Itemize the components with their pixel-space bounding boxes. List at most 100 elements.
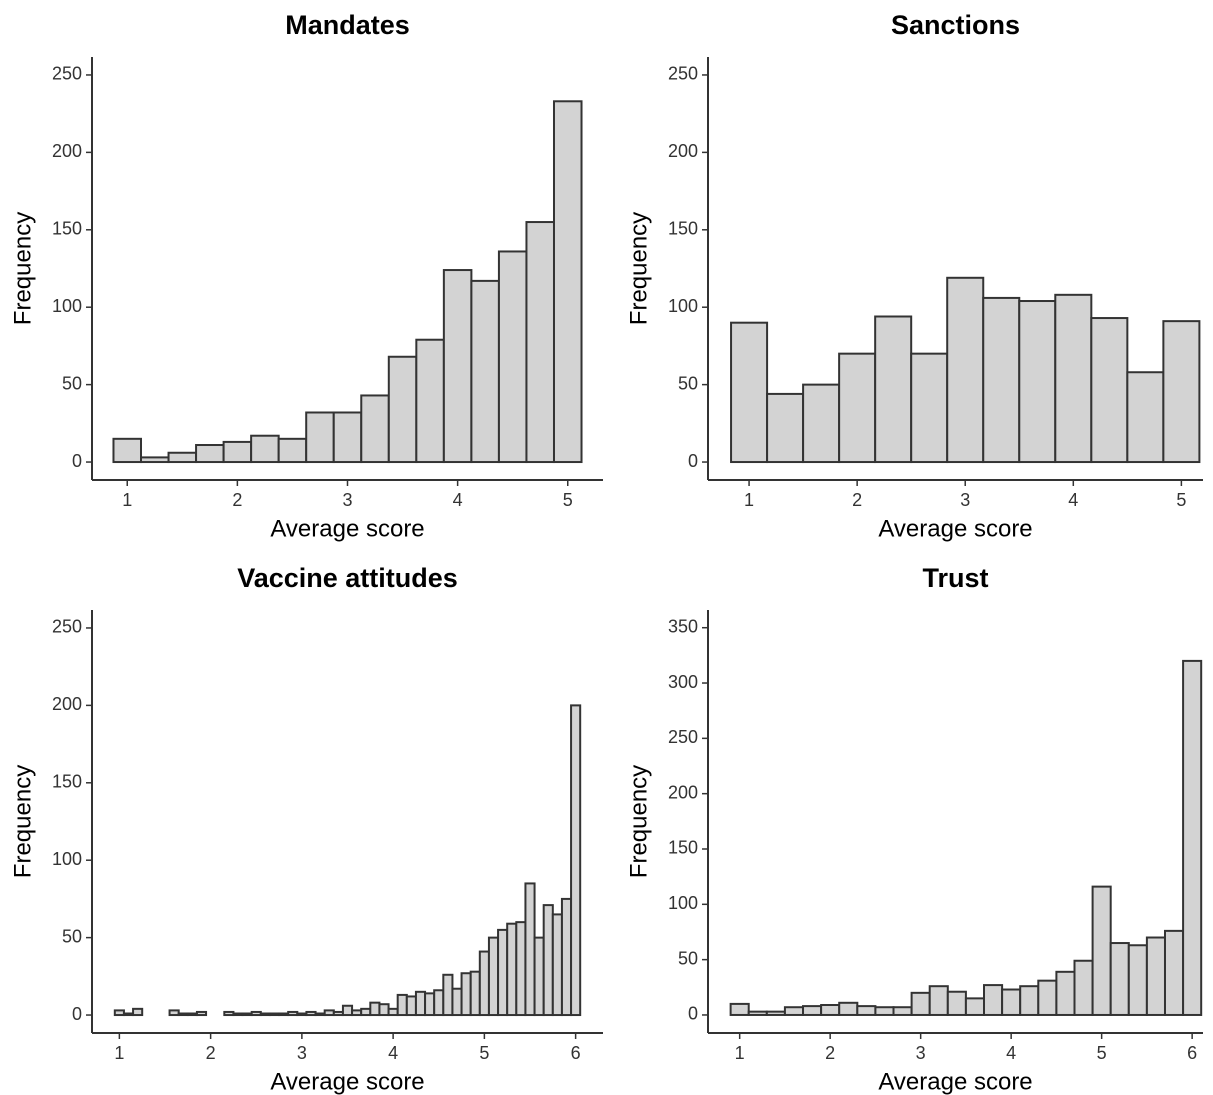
x-tick-label: 1 [122, 490, 132, 510]
x-axis-label: Average score [878, 515, 1032, 542]
y-tick-label: 0 [688, 451, 698, 471]
bar [802, 383, 841, 464]
x-axis-label: Average score [878, 1068, 1032, 1095]
x-tick-label: 2 [232, 490, 242, 510]
bar [730, 321, 769, 464]
bar [570, 704, 582, 1017]
bar [387, 355, 418, 464]
x-tick-label: 6 [571, 1043, 581, 1063]
bar [378, 1003, 390, 1017]
x-tick-label: 1 [735, 1043, 745, 1063]
bar [167, 451, 198, 464]
bar [1127, 944, 1148, 1016]
y-tick-label: 200 [52, 141, 82, 161]
y-axis-label: Frequency [625, 212, 652, 325]
bar [525, 221, 555, 464]
bar [360, 394, 390, 464]
bar [268, 1012, 281, 1017]
bar [560, 897, 573, 1017]
bar [1001, 988, 1022, 1016]
y-tick-label: 300 [668, 672, 698, 692]
bar [820, 1004, 841, 1016]
bar [287, 1010, 299, 1017]
bar [232, 1012, 244, 1017]
bar [195, 444, 225, 464]
x-tick-label: 2 [206, 1043, 216, 1063]
bar [478, 950, 490, 1017]
bar [278, 1012, 290, 1017]
bar [765, 1010, 786, 1016]
bar [1018, 300, 1057, 464]
bar [223, 1010, 235, 1017]
bar [250, 434, 280, 464]
y-tick-label: 150 [52, 772, 82, 792]
x-tick-label: 2 [852, 490, 862, 510]
bar [414, 990, 427, 1017]
bar [783, 1006, 805, 1016]
bar [241, 1012, 253, 1017]
y-axis-label: Frequency [9, 765, 36, 878]
bar [964, 997, 986, 1016]
bar [1163, 929, 1185, 1016]
bar [838, 352, 877, 464]
bar [341, 1004, 354, 1017]
bar [396, 993, 408, 1017]
bar [506, 922, 518, 1017]
bar [442, 973, 454, 1017]
x-tick-label: 6 [1187, 1043, 1197, 1063]
chart-title: Trust [922, 563, 988, 593]
x-tick-label: 1 [744, 490, 754, 510]
x-tick-label: 5 [563, 490, 573, 510]
y-tick-label: 250 [52, 64, 82, 84]
bar [186, 1012, 198, 1017]
y-axis-label: Frequency [625, 765, 652, 878]
x-tick-label: 4 [1006, 1043, 1016, 1063]
bar [112, 437, 143, 464]
chart-title: Vaccine attitudes [237, 563, 458, 593]
x-tick-label: 2 [825, 1043, 835, 1063]
bar [515, 921, 527, 1017]
x-tick-label: 5 [479, 1043, 489, 1063]
bar [874, 1006, 895, 1016]
bar [470, 279, 500, 464]
y-tick-label: 100 [52, 849, 82, 869]
bar [177, 1012, 189, 1017]
bar [497, 250, 528, 464]
bar [277, 437, 308, 464]
x-tick-label: 5 [1097, 1043, 1107, 1063]
bar [1162, 320, 1201, 464]
bar [487, 936, 500, 1017]
y-tick-label: 150 [668, 219, 698, 239]
bar [113, 1009, 125, 1017]
x-tick-label: 3 [342, 490, 352, 510]
bar [351, 1009, 363, 1017]
bar [305, 1010, 317, 1017]
y-tick-label: 50 [62, 373, 82, 393]
bar [497, 928, 509, 1017]
bar [323, 1009, 335, 1017]
bar [1109, 942, 1130, 1016]
bar [910, 352, 949, 464]
bar [387, 1007, 399, 1017]
bar [332, 411, 363, 464]
bar [222, 440, 253, 464]
chart-title: Sanctions [891, 10, 1020, 40]
bar [802, 1005, 823, 1016]
bar [946, 990, 967, 1016]
bar [1145, 936, 1166, 1016]
bar [533, 936, 545, 1017]
bar [433, 989, 445, 1017]
bar [132, 1007, 144, 1017]
x-tick-label: 1 [114, 1043, 124, 1063]
bar [140, 456, 170, 464]
bar [946, 276, 985, 464]
bar [442, 269, 473, 464]
bar [552, 100, 583, 464]
bar [305, 411, 335, 464]
y-tick-label: 200 [668, 141, 698, 161]
y-tick-label: 250 [668, 64, 698, 84]
bar [250, 1010, 262, 1017]
bar [168, 1009, 180, 1017]
y-tick-label: 350 [668, 616, 698, 636]
